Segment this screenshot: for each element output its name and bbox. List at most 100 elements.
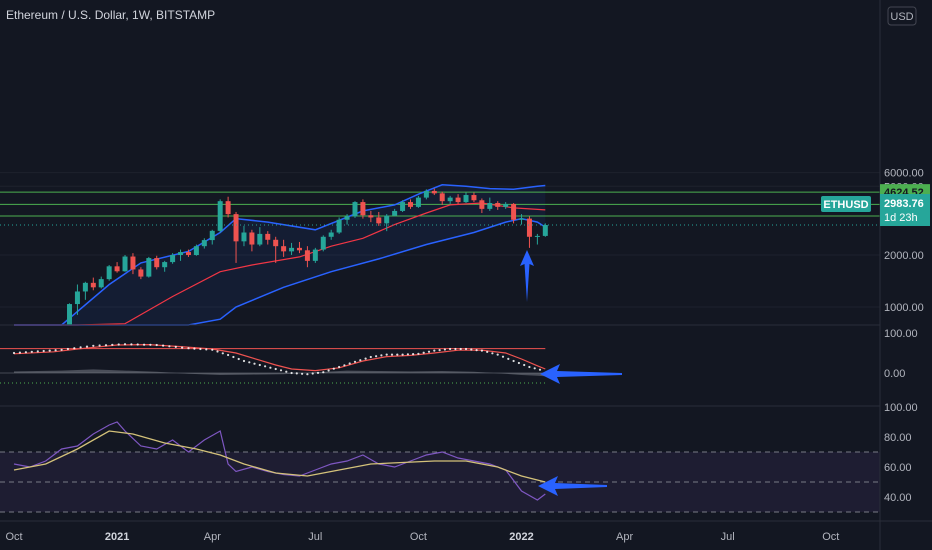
oscillator-dot — [12, 351, 16, 355]
candle — [495, 201, 501, 210]
oscillator-dot — [348, 362, 351, 365]
arrow-up-icon — [520, 250, 534, 302]
bollinger-band-fill — [14, 184, 546, 325]
oscillator-dot — [274, 367, 277, 371]
candle — [225, 196, 231, 218]
oscillator-dot — [475, 349, 478, 352]
oscillator-dot — [491, 352, 494, 355]
time-axis-label: Oct — [822, 531, 839, 543]
candle — [296, 241, 302, 254]
oscillator-dot — [248, 361, 251, 364]
oscillator-dot — [311, 372, 314, 375]
candle — [479, 198, 485, 214]
oscillator-dot — [517, 361, 521, 365]
candle — [336, 217, 342, 234]
candle — [312, 247, 318, 263]
oscillator-dot — [390, 353, 394, 356]
rsi-pane[interactable] — [0, 421, 880, 513]
candle — [193, 244, 199, 256]
oscillator-dot — [396, 353, 399, 356]
oscillator-dot — [130, 343, 133, 346]
bollinger-basis-line — [14, 202, 546, 326]
time-axis-label: 2021 — [105, 531, 129, 543]
oscillator-dot — [18, 351, 21, 354]
oscillator-dot — [512, 359, 515, 363]
time-axis-label: Jul — [308, 531, 322, 543]
rsi-axis-label: 40.00 — [884, 492, 912, 504]
oscillator-dot — [343, 364, 346, 367]
oscillator-dot — [269, 366, 272, 369]
candle — [90, 277, 96, 291]
oscillator-dot — [98, 344, 101, 347]
oscillator-pane[interactable] — [0, 343, 622, 384]
currency-button-label: USD — [890, 11, 913, 23]
oscillator-dot — [306, 373, 309, 376]
candle — [185, 249, 191, 257]
oscillator-dot — [174, 345, 177, 348]
oscillator-dot — [295, 372, 298, 375]
oscillator-dot — [253, 362, 256, 365]
oscillator-dot — [242, 359, 246, 363]
time-axis-label: Oct — [410, 531, 427, 543]
oscillator-dot — [406, 353, 409, 356]
candle — [249, 229, 255, 252]
oscillator-dot — [193, 347, 196, 350]
candle — [257, 227, 263, 247]
oscillator-dot — [507, 357, 510, 360]
candle — [471, 192, 477, 203]
price-axis-label: 6000.00 — [884, 168, 924, 180]
candle — [447, 195, 453, 204]
oscillator-dot — [412, 353, 415, 356]
rsi-axis-label: 80.00 — [884, 432, 912, 444]
candle — [281, 239, 287, 257]
currency-button[interactable]: USD — [887, 6, 917, 26]
candle — [415, 195, 421, 208]
oscillator-dot — [221, 352, 224, 355]
candle — [114, 262, 120, 273]
candle — [82, 281, 88, 300]
oscillator-dot — [359, 359, 362, 362]
time-axis-label: Apr — [616, 531, 633, 543]
candle — [392, 208, 398, 217]
price-tag-value: 2983.76 — [884, 198, 924, 210]
oscillator-dot — [290, 371, 293, 375]
oscillator-dot — [66, 347, 69, 351]
arrow-left-icon — [540, 364, 622, 384]
candle — [154, 255, 160, 270]
oscillator-dot-series — [12, 343, 542, 376]
oscillator-dot — [117, 343, 120, 346]
oscillator-dot — [470, 348, 473, 351]
price-pane[interactable] — [0, 172, 880, 326]
oscillator-dot — [79, 346, 82, 349]
oscillator-dot — [162, 344, 165, 347]
oscillator-dot — [60, 348, 63, 351]
time-axis-label: Oct — [5, 531, 22, 543]
oscillator-dot — [205, 348, 208, 351]
oscillator-dot — [353, 360, 357, 363]
oscillator-dot — [533, 367, 536, 370]
price-tag — [880, 194, 930, 226]
oscillator-dot — [24, 351, 27, 354]
time-axis[interactable]: Oct 2021 Apr Jul Oct 2022 Apr Jul Oct — [5, 531, 839, 543]
current-price-tag: ETHUSD 2983.76 1d 23h — [821, 194, 930, 226]
candle — [423, 189, 429, 200]
currency-button-frame — [887, 6, 917, 26]
candle — [431, 188, 437, 196]
candle — [503, 202, 509, 209]
oscillator-dot — [322, 371, 325, 374]
candle — [273, 236, 279, 263]
oscillator-dot — [486, 350, 489, 353]
oscillator-dot — [123, 343, 127, 346]
candle — [352, 201, 358, 218]
candle — [178, 249, 184, 261]
oscillator-dot — [438, 349, 441, 352]
candle — [265, 231, 271, 245]
oscillator-dot — [422, 351, 425, 354]
oscillator-dot — [54, 349, 57, 352]
candle — [209, 229, 215, 245]
oscillator-dot — [30, 350, 33, 353]
candle — [400, 200, 406, 212]
oscillator-dot — [36, 350, 39, 353]
candle — [217, 199, 223, 233]
